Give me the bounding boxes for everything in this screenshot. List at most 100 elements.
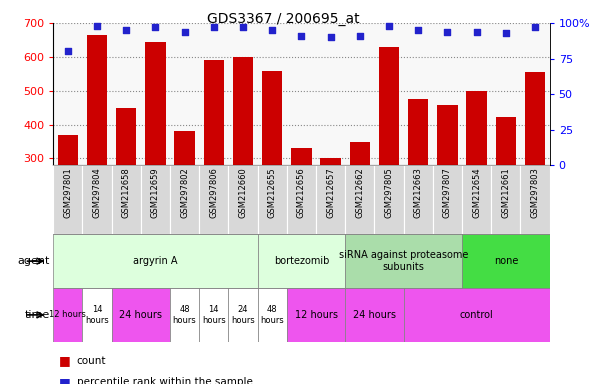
Text: ■: ■ bbox=[59, 376, 71, 384]
Text: time: time bbox=[25, 310, 50, 320]
Bar bbox=[258, 165, 287, 234]
Text: GSM212659: GSM212659 bbox=[151, 167, 160, 218]
Bar bbox=[433, 165, 462, 234]
Text: 14
hours: 14 hours bbox=[85, 305, 109, 324]
Bar bbox=[466, 91, 487, 165]
Text: siRNA against proteasome
subunits: siRNA against proteasome subunits bbox=[339, 250, 468, 272]
Bar bbox=[170, 288, 199, 342]
Point bbox=[209, 24, 219, 30]
Text: 12 hours: 12 hours bbox=[50, 310, 86, 319]
Text: GSM297803: GSM297803 bbox=[531, 167, 540, 218]
Bar bbox=[228, 165, 258, 234]
Bar bbox=[228, 288, 258, 342]
Bar bbox=[199, 288, 228, 342]
Text: 48
hours: 48 hours bbox=[173, 305, 196, 324]
Point bbox=[151, 24, 160, 30]
Text: GSM212654: GSM212654 bbox=[472, 167, 481, 218]
Text: GSM212663: GSM212663 bbox=[414, 167, 423, 218]
Text: GSM212657: GSM212657 bbox=[326, 167, 335, 218]
Text: argyrin A: argyrin A bbox=[133, 256, 178, 266]
Text: GSM212656: GSM212656 bbox=[297, 167, 306, 218]
Bar bbox=[53, 234, 258, 288]
Bar bbox=[141, 165, 170, 234]
Bar bbox=[203, 60, 224, 165]
Bar bbox=[233, 57, 253, 165]
Bar bbox=[116, 108, 137, 165]
Text: GDS3367 / 200695_at: GDS3367 / 200695_at bbox=[207, 12, 360, 25]
Point bbox=[501, 30, 511, 36]
Bar bbox=[345, 288, 404, 342]
Bar bbox=[170, 165, 199, 234]
Text: GSM212662: GSM212662 bbox=[355, 167, 364, 218]
Bar bbox=[112, 288, 170, 342]
Text: 12 hours: 12 hours bbox=[294, 310, 337, 320]
Bar bbox=[320, 158, 341, 165]
Bar bbox=[491, 165, 521, 234]
Bar bbox=[521, 165, 550, 234]
Text: agent: agent bbox=[18, 256, 50, 266]
Bar bbox=[316, 165, 345, 234]
Bar bbox=[53, 288, 82, 342]
Text: 24 hours: 24 hours bbox=[119, 310, 163, 320]
Bar bbox=[112, 165, 141, 234]
Bar bbox=[437, 105, 457, 165]
Bar bbox=[87, 35, 107, 165]
Point bbox=[180, 28, 189, 35]
Bar bbox=[82, 288, 112, 342]
Text: 14
hours: 14 hours bbox=[202, 305, 226, 324]
Text: GSM297802: GSM297802 bbox=[180, 167, 189, 218]
Text: GSM297806: GSM297806 bbox=[209, 167, 218, 218]
Bar bbox=[145, 41, 165, 165]
Text: bortezomib: bortezomib bbox=[274, 256, 329, 266]
Text: GSM212660: GSM212660 bbox=[239, 167, 248, 218]
Text: GSM297807: GSM297807 bbox=[443, 167, 452, 218]
Bar bbox=[375, 165, 404, 234]
Bar bbox=[379, 47, 400, 165]
Text: GSM297805: GSM297805 bbox=[385, 167, 394, 218]
Bar bbox=[462, 234, 550, 288]
Point bbox=[443, 28, 452, 35]
Point bbox=[472, 28, 481, 35]
Text: 24
hours: 24 hours bbox=[231, 305, 255, 324]
Point bbox=[238, 24, 248, 30]
Bar bbox=[82, 165, 112, 234]
Point bbox=[122, 27, 131, 33]
Bar bbox=[258, 234, 345, 288]
Text: GSM297804: GSM297804 bbox=[93, 167, 102, 218]
Text: control: control bbox=[460, 310, 493, 320]
Text: 24 hours: 24 hours bbox=[353, 310, 396, 320]
Bar bbox=[57, 135, 78, 165]
Text: 48
hours: 48 hours bbox=[260, 305, 284, 324]
Point bbox=[63, 48, 73, 55]
Bar bbox=[408, 99, 428, 165]
Bar bbox=[287, 165, 316, 234]
Bar bbox=[350, 142, 370, 165]
Point bbox=[530, 24, 540, 30]
Bar bbox=[404, 165, 433, 234]
Bar bbox=[496, 117, 516, 165]
Point bbox=[384, 23, 394, 29]
Bar bbox=[262, 71, 282, 165]
Bar bbox=[53, 165, 82, 234]
Text: GSM212661: GSM212661 bbox=[501, 167, 510, 218]
Text: ■: ■ bbox=[59, 354, 71, 367]
Text: GSM212655: GSM212655 bbox=[268, 167, 277, 218]
Bar bbox=[345, 234, 462, 288]
Bar bbox=[291, 147, 311, 165]
Bar bbox=[404, 288, 550, 342]
Point bbox=[297, 33, 306, 39]
Text: percentile rank within the sample: percentile rank within the sample bbox=[77, 377, 253, 384]
Bar bbox=[199, 165, 228, 234]
Bar bbox=[258, 288, 287, 342]
Point bbox=[414, 27, 423, 33]
Text: count: count bbox=[77, 356, 106, 366]
Bar bbox=[462, 165, 491, 234]
Bar bbox=[525, 72, 545, 165]
Bar bbox=[174, 131, 195, 165]
Point bbox=[355, 33, 365, 39]
Text: none: none bbox=[493, 256, 518, 266]
Bar bbox=[345, 165, 375, 234]
Point bbox=[92, 23, 102, 29]
Point bbox=[326, 34, 335, 40]
Text: GSM297801: GSM297801 bbox=[63, 167, 72, 218]
